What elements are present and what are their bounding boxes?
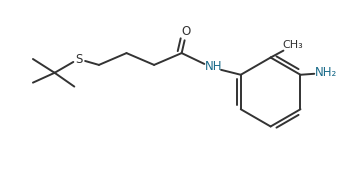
Text: O: O (181, 25, 190, 38)
Text: S: S (76, 52, 83, 66)
Text: NH₂: NH₂ (315, 66, 337, 79)
Text: CH₃: CH₃ (282, 40, 303, 50)
Text: NH: NH (204, 60, 222, 73)
